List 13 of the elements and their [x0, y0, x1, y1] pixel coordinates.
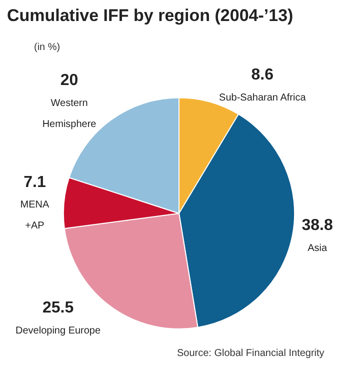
slice-label: Asia	[308, 243, 328, 254]
data-label: 25.5	[42, 300, 74, 317]
source-note: Source: Global Financial Integrity	[177, 348, 324, 359]
slice-label: Western Hemisphere	[42, 98, 97, 130]
data-label: 20	[60, 72, 78, 90]
slice-label: Developing Europe	[16, 325, 101, 336]
chart-subtitle: (in %)	[34, 42, 60, 53]
data-label: 8.6	[251, 66, 274, 84]
slice-label: Sub-Saharan Africa	[219, 92, 306, 104]
data-label: 38.8	[302, 217, 333, 234]
slice-label: MENA +AP	[20, 200, 50, 232]
data-label: 7.1	[24, 174, 46, 191]
chart-title: Cumulative IFF by region (2004-’13)	[6, 6, 294, 26]
